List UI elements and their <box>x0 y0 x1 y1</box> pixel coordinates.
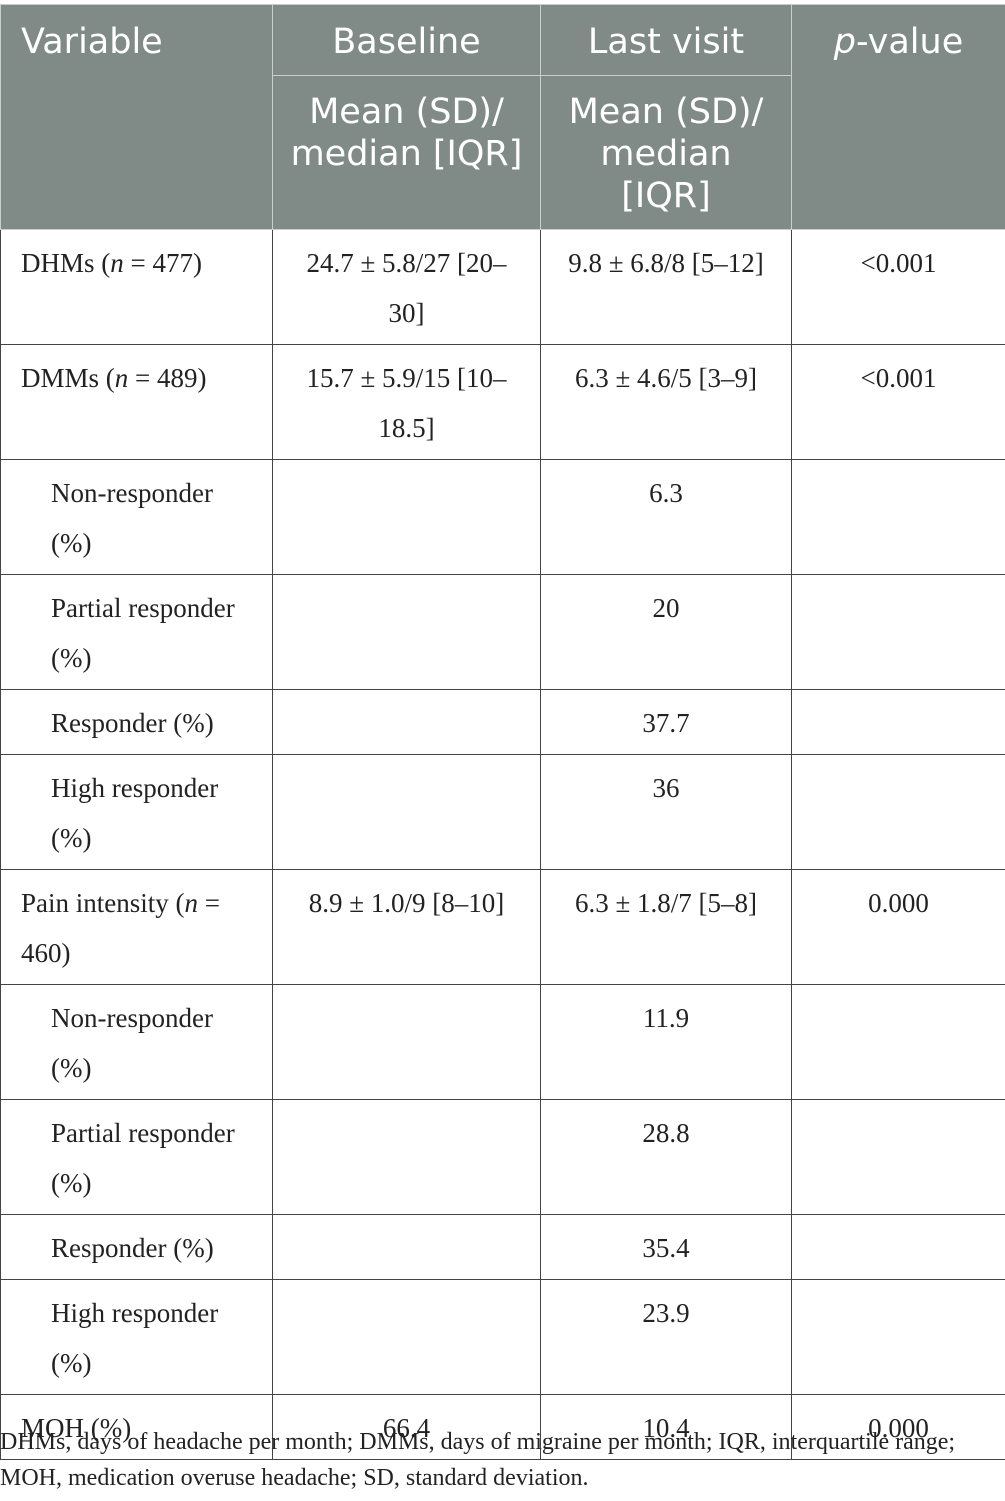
last-visit-cell: 36 <box>540 754 792 870</box>
row-label: High responder (%) <box>0 1279 273 1395</box>
table-row: High responder (%) 36 <box>0 754 1005 870</box>
table-row: Responder (%) 37.7 <box>0 689 1005 755</box>
results-table: Variable Baseline Last visit p-value Mea… <box>0 4 1005 1460</box>
table-row: Non-responder (%) 11.9 <box>0 984 1005 1100</box>
baseline-cell <box>272 689 541 755</box>
table-row-dmms: DMMs (n = 489) 15.7 ± 5.9/15 [10–18.5] 6… <box>0 344 1005 460</box>
last-visit-cell: 6.3 <box>540 459 792 575</box>
p-value-cell <box>791 754 1005 870</box>
last-visit-cell: 11.9 <box>540 984 792 1100</box>
last-visit-cell: 20 <box>540 574 792 690</box>
header-p-value: p-value <box>791 4 1005 230</box>
table-row-dhms: DHMs (n = 477) 24.7 ± 5.8/27 [20–30] 9.8… <box>0 229 1005 345</box>
baseline-cell <box>272 984 541 1100</box>
table-row: Responder (%) 35.4 <box>0 1214 1005 1280</box>
header-last-visit-sub: Mean (SD)/ median [IQR] <box>540 75 792 230</box>
row-label: Partial responder (%) <box>0 1099 273 1215</box>
p-value-cell: <0.001 <box>791 229 1005 345</box>
baseline-cell <box>272 1214 541 1280</box>
header-baseline: Baseline <box>272 4 541 76</box>
baseline-cell <box>272 1099 541 1215</box>
last-visit-cell: 10.4 <box>540 1394 792 1460</box>
p-value-cell <box>791 459 1005 575</box>
baseline-cell <box>272 1279 541 1395</box>
p-value-cell: 0.000 <box>791 1394 1005 1460</box>
row-label: Non-responder (%) <box>0 984 273 1100</box>
last-visit-cell: 28.8 <box>540 1099 792 1215</box>
row-label: DMMs (n = 489) <box>0 344 273 460</box>
p-value-cell: 0.000 <box>791 869 1005 985</box>
last-visit-cell: 23.9 <box>540 1279 792 1395</box>
row-label: MOH (%) <box>0 1394 273 1460</box>
baseline-cell <box>272 459 541 575</box>
header-variable: Variable <box>0 4 273 230</box>
last-visit-cell: 37.7 <box>540 689 792 755</box>
p-value-cell <box>791 1214 1005 1280</box>
row-label: Responder (%) <box>0 1214 273 1280</box>
row-label: Non-responder (%) <box>0 459 273 575</box>
baseline-cell: 66.4 <box>272 1394 541 1460</box>
p-value-cell <box>791 1099 1005 1215</box>
header-last-visit: Last visit <box>540 4 792 76</box>
p-value-cell <box>791 1279 1005 1395</box>
p-value-cell <box>791 574 1005 690</box>
baseline-cell: 24.7 ± 5.8/27 [20–30] <box>272 229 541 345</box>
table-footnote: DHMs, days of headache per month; DMMs, … <box>0 1429 956 1491</box>
table-row: High responder (%) 23.9 <box>0 1279 1005 1395</box>
last-visit-cell: 6.3 ± 4.6/5 [3–9] <box>540 344 792 460</box>
table-row-moh: MOH (%) 66.4 10.4 0.000 <box>0 1394 1005 1460</box>
header-baseline-sub: Mean (SD)/ median [IQR] <box>272 75 541 230</box>
row-label: Responder (%) <box>0 689 273 755</box>
row-label: DHMs (n = 477) <box>0 229 273 345</box>
row-label: Pain intensity (n = 460) <box>0 869 273 985</box>
row-label: High responder (%) <box>0 754 273 870</box>
last-visit-cell: 6.3 ± 1.8/7 [5–8] <box>540 869 792 985</box>
row-label: Partial responder (%) <box>0 574 273 690</box>
baseline-cell <box>272 754 541 870</box>
table-row-pain-intensity: Pain intensity (n = 460) 8.9 ± 1.0/9 [8–… <box>0 869 1005 985</box>
last-visit-cell: 35.4 <box>540 1214 792 1280</box>
last-visit-cell: 9.8 ± 6.8/8 [5–12] <box>540 229 792 345</box>
baseline-cell: 15.7 ± 5.9/15 [10–18.5] <box>272 344 541 460</box>
p-value-cell <box>791 984 1005 1100</box>
table-row: Partial responder (%) 20 <box>0 574 1005 690</box>
table-row: Partial responder (%) 28.8 <box>0 1099 1005 1215</box>
p-value-cell <box>791 689 1005 755</box>
baseline-cell: 8.9 ± 1.0/9 [8–10] <box>272 869 541 985</box>
baseline-cell <box>272 574 541 690</box>
table-row: Non-responder (%) 6.3 <box>0 459 1005 575</box>
p-value-cell: <0.001 <box>791 344 1005 460</box>
